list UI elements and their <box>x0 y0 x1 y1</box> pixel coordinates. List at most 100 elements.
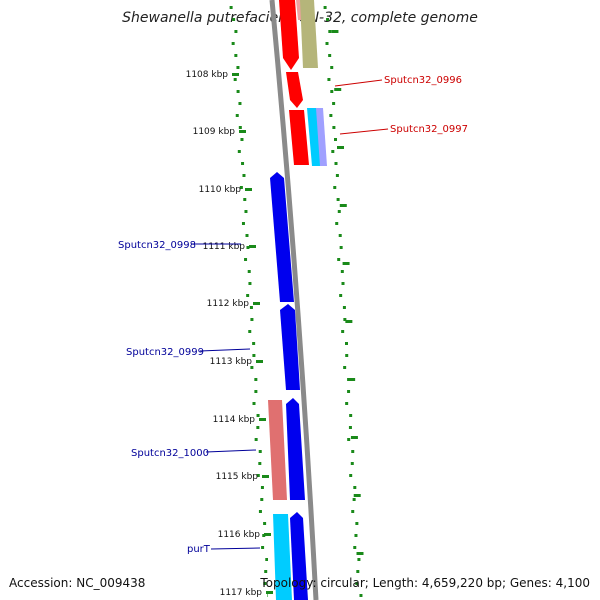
ruler-tick <box>232 73 239 76</box>
gene-label-leader <box>199 348 251 352</box>
gc-dot-right <box>329 114 333 117</box>
gc-dot-left <box>248 282 252 285</box>
gc-dot-right <box>323 6 327 9</box>
gc-dot-left <box>258 462 262 465</box>
gc-dot-left <box>252 354 256 357</box>
gene-label-leader <box>334 79 383 87</box>
gc-dot-right <box>347 390 351 393</box>
gc-dot-right <box>352 498 356 501</box>
gc-dot-right <box>339 246 343 249</box>
ruler-minor-tick <box>345 320 353 323</box>
gc-dot-right <box>355 522 359 525</box>
gc-dot-right <box>345 342 349 345</box>
gc-dot-left <box>261 546 265 549</box>
gc-dot-right <box>325 42 329 45</box>
gc-dot-left <box>229 6 233 9</box>
gc-dot-left <box>256 426 260 429</box>
gene-olive <box>300 0 318 68</box>
gc-dot-right <box>328 54 332 57</box>
gc-dot-right <box>335 222 339 225</box>
ruler-label: 1111 kbp <box>203 242 246 252</box>
gene-label: Sputcn32_1000 <box>131 448 209 459</box>
gene-label-leader <box>205 449 257 453</box>
gc-dot-right <box>343 318 347 321</box>
ruler-label: 1112 kbp <box>207 299 250 309</box>
gc-dot-left <box>256 414 260 417</box>
gc-dot-left <box>238 102 242 105</box>
ruler-minor-tick <box>331 30 339 33</box>
gene-label-leader <box>210 547 261 550</box>
ruler-minor-tick <box>337 146 345 149</box>
gene-label: Sputcn32_0999 <box>126 347 204 358</box>
gc-dot-right <box>355 582 359 585</box>
gc-dot-left <box>233 78 237 81</box>
gc-dot-right <box>336 198 340 201</box>
gc-dot-right <box>328 30 332 33</box>
gene-label: purT <box>187 544 211 555</box>
gc-dot-right <box>353 486 357 489</box>
gc-dot-right <box>353 546 357 549</box>
gene-red-0995 <box>279 0 299 70</box>
gc-dot-right <box>330 66 334 69</box>
genome-backbone <box>269 0 319 600</box>
gc-dot-right <box>343 366 347 369</box>
ruler-label: 1113 kbp <box>210 357 253 367</box>
gc-dot-right <box>351 510 355 513</box>
gc-dot-left <box>252 342 256 345</box>
gc-dot-right <box>332 126 336 129</box>
gc-dot-left <box>241 222 245 225</box>
gc-dot-right <box>356 570 360 573</box>
gene-blue-0998 <box>270 172 294 302</box>
gc-dot-left <box>254 390 258 393</box>
gene-lilac <box>316 108 327 166</box>
gc-dot-right <box>332 102 336 105</box>
ruler-minor-tick <box>348 378 356 381</box>
gc-dot-left <box>244 258 248 261</box>
gc-dot-left <box>260 486 264 489</box>
gc-dot-left <box>247 270 251 273</box>
gc-dot-left <box>246 246 250 249</box>
gc-dot-right <box>351 450 355 453</box>
gc-dot-left <box>239 186 243 189</box>
gc-dot-left <box>256 474 260 477</box>
ruler-tick <box>264 533 271 536</box>
gene-red-0996 <box>286 72 303 108</box>
gc-dot-left <box>252 402 256 405</box>
gc-dot-left <box>249 306 253 309</box>
gc-dot-left <box>241 162 245 165</box>
gc-dot-right <box>345 354 349 357</box>
gc-dot-right <box>330 90 334 93</box>
gc-dot-left <box>243 198 247 201</box>
ruler-label: 1109 kbp <box>193 127 236 137</box>
gc-dot-left <box>254 438 258 441</box>
kbp-ruler: 1108 kbp 1109 kbp 1110 kbp 1111 kbp 1112 kbp… <box>186 30 364 598</box>
gene-blue-1000 <box>286 398 305 500</box>
gene-label-leader <box>339 128 389 135</box>
gc-dot-left <box>237 150 241 153</box>
gc-dot-left <box>236 66 240 69</box>
gc-dot-left <box>258 450 262 453</box>
gc-dot-left <box>238 126 242 129</box>
accession-text: Accession: NC_009438 <box>9 576 146 590</box>
gc-dot-left <box>250 318 254 321</box>
gc-dot-right <box>337 258 341 261</box>
gene-cyan-purT <box>273 514 292 600</box>
gc-dot-right <box>354 534 358 537</box>
gc-dot-left <box>260 498 264 501</box>
ruler-minor-tick <box>353 494 361 497</box>
gene-label: Sputcn32_0997 <box>390 124 468 135</box>
ruler-label: 1115 kbp <box>216 472 259 482</box>
gc-dot-right <box>326 18 330 21</box>
ruler-tick <box>245 188 252 191</box>
gc-dot-left <box>245 234 249 237</box>
topology-text: Topology: circular; Length: 4,659,220 bp… <box>260 576 590 590</box>
gc-dot-right <box>345 402 349 405</box>
ruler-tick <box>249 245 256 248</box>
gene-labels: Sputcn32_0996 Sputcn32_0997 Sputcn32_0998 S… <box>118 75 468 555</box>
gc-dot-right <box>334 138 338 141</box>
ruler-label: 1116 kbp <box>218 530 261 540</box>
gc-dot-right <box>342 306 346 309</box>
ruler-label: 1108 kbp <box>186 70 229 80</box>
gc-dot-left <box>246 294 250 297</box>
ruler-minor-tick <box>342 262 350 265</box>
